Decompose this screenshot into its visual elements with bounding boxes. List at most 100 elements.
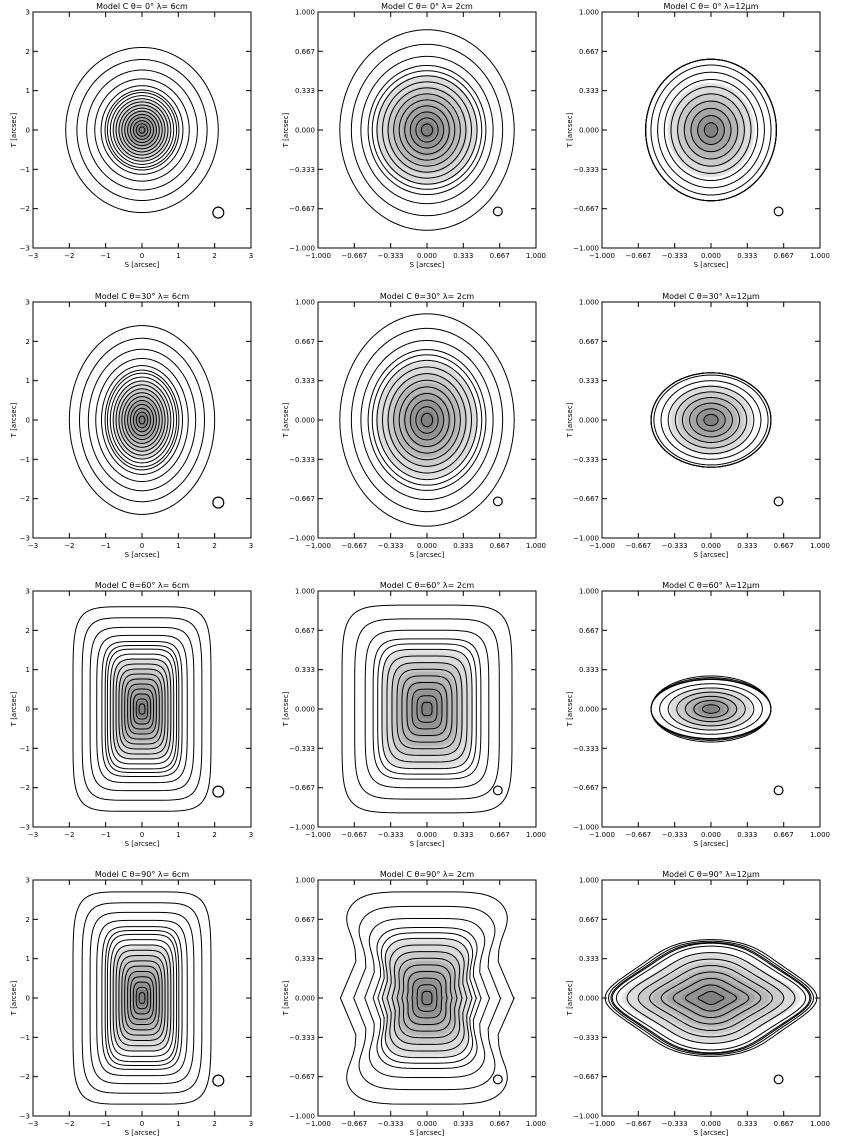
contour-line	[382, 366, 472, 474]
contour-line	[372, 927, 482, 1069]
x-tick-label: 0	[140, 831, 144, 839]
x-tick-label: 1.000	[810, 831, 830, 839]
y-tick-label: 0.333	[295, 666, 315, 674]
y-tick-label: 0.333	[579, 666, 599, 674]
y-tick-label: −0.333	[289, 166, 315, 174]
contour-line	[663, 78, 759, 182]
x-tick-label: 0.667	[774, 1120, 794, 1128]
y-tick-label: −1	[20, 456, 30, 464]
contour-panel: −3−3 −2 −2 −1 −1 0 0 1 1 2 2 3 3 Model C θ=90° λ= 6cm…	[10, 870, 253, 1137]
y-tick-label: −0.333	[289, 745, 315, 753]
x-tick-label: −0.667	[341, 1120, 367, 1128]
contour-line	[115, 949, 169, 1047]
chart-title: Model C θ=30° λ=12µm	[662, 292, 760, 301]
x-tick-label: −3	[28, 1120, 38, 1128]
contour-line	[364, 917, 491, 1079]
beam-circle	[492, 206, 503, 217]
x-tick-label: −1.000	[305, 542, 331, 550]
contour-line	[68, 325, 216, 515]
x-tick-label: −3	[28, 831, 38, 839]
contour-line	[109, 95, 175, 165]
x-tick-label: −1.000	[589, 542, 615, 550]
contour-line	[109, 376, 175, 464]
contour-line	[681, 397, 741, 443]
x-tick-label: 2	[212, 831, 216, 839]
contour-line	[124, 396, 160, 444]
beam-circle	[773, 1074, 784, 1085]
x-tick-label: 0.333	[453, 831, 473, 839]
contour-line	[350, 43, 504, 217]
contour-line	[386, 655, 468, 763]
beam-circle	[773, 785, 784, 796]
y-tick-label: 0.333	[295, 377, 315, 385]
y-tick-label: 2	[26, 338, 30, 346]
y-tick-label: 1	[26, 87, 30, 95]
x-tick-label: 0.667	[490, 1120, 510, 1128]
contour-line	[372, 638, 482, 780]
y-tick-label: 3	[26, 877, 30, 885]
y-tick-label: −0.667	[573, 784, 599, 792]
contour-panel: −3−3 −2 −2 −1 −1 0 0 1 1 2 2 3 3 Model C θ=60° λ= 6cm…	[10, 581, 253, 848]
x-tick-label: −0.333	[378, 831, 404, 839]
y-tick-label: 0.000	[295, 706, 315, 714]
x-tick-label: −0.667	[625, 1120, 651, 1128]
contour-line	[124, 678, 160, 740]
contour-line	[697, 115, 725, 145]
contour-line	[72, 891, 212, 1105]
contour-line	[381, 648, 473, 770]
contour-line	[650, 675, 772, 743]
contour-line	[138, 126, 146, 134]
contour-line	[78, 337, 206, 503]
y-tick-label: 0.000	[579, 995, 599, 1003]
x-tick-label: 0.667	[774, 542, 794, 550]
contour-line	[121, 107, 163, 153]
y-tick-label: 0.667	[295, 338, 315, 346]
contour-line	[421, 701, 433, 717]
contour-line	[118, 668, 166, 750]
contour-line	[72, 606, 212, 812]
x-tick-label: 1.000	[810, 252, 830, 260]
intensity-fill-level	[704, 122, 718, 138]
y-tick-label: 0.667	[295, 627, 315, 635]
x-tick-label: 0.000	[701, 1120, 721, 1128]
y-tick-label: −1.000	[289, 245, 315, 253]
contour-panel: −1.000−1.000 −0.667 −0.667 −0.333 −0.333 0.00…	[566, 581, 830, 848]
y-tick-label: 2	[26, 627, 30, 635]
y-tick-label: 0.333	[579, 87, 599, 95]
y-axis-label: T [arcsec]	[10, 980, 18, 1016]
chart-title: Model C θ=90° λ=12µm	[662, 870, 760, 879]
x-tick-label: −0.667	[625, 252, 651, 260]
x-tick-label: −0.333	[378, 252, 404, 260]
y-tick-label: −0.667	[573, 205, 599, 213]
x-tick-label: −2	[64, 831, 74, 839]
contour-line	[350, 327, 504, 513]
beam-circle	[773, 496, 784, 507]
contour-line	[118, 955, 166, 1041]
y-tick-label: −1	[20, 1034, 30, 1042]
y-tick-label: 0.000	[295, 417, 315, 425]
y-tick-label: 2	[26, 48, 30, 56]
x-tick-label: 1	[176, 542, 180, 550]
contour-line	[100, 85, 184, 175]
contour-line	[398, 386, 456, 454]
x-tick-label: −0.667	[625, 542, 651, 550]
x-tick-label: −1.000	[589, 831, 615, 839]
contour-line	[132, 120, 152, 140]
contour-line	[81, 617, 203, 801]
y-tick-label: 1	[26, 955, 30, 963]
contour-line	[112, 944, 172, 1052]
contour-line	[382, 81, 472, 179]
contour-line	[677, 93, 745, 167]
y-tick-label: −0.333	[573, 745, 599, 753]
x-tick-label: −1.000	[589, 1120, 615, 1128]
x-tick-label: 1	[176, 252, 180, 260]
contour-line	[396, 957, 458, 1039]
x-tick-label: 0.333	[453, 1120, 473, 1128]
contour-line	[684, 695, 738, 723]
x-tick-label: 0.000	[417, 252, 437, 260]
contour-line	[377, 932, 478, 1064]
y-axis-label: T [arcsec]	[282, 402, 290, 438]
contour-line	[106, 372, 178, 468]
x-tick-label: −0.333	[662, 542, 688, 550]
contour-line	[420, 412, 434, 428]
